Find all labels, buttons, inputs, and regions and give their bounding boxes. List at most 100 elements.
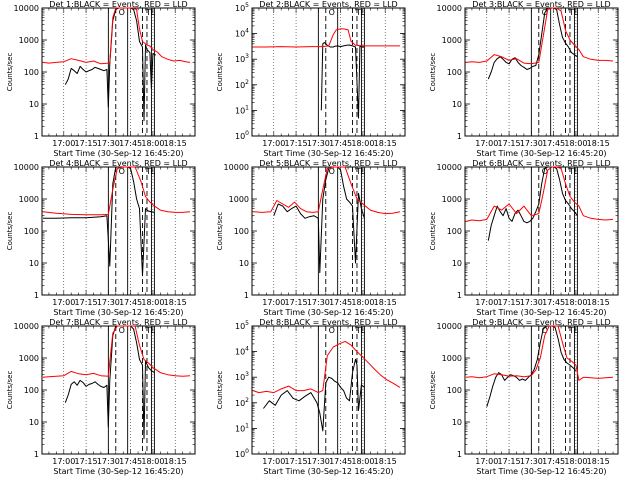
y-axis-label: Counts/sec [6,212,14,251]
x-tick-label: 17:15 [285,298,308,307]
x-tick-label: 17:30 [520,457,543,466]
y-tick-label: 10000 [437,322,462,331]
y-axis-label: Counts/sec [429,53,437,92]
x-tick-label: 18:00 [351,139,374,148]
x-tick-label: 17:15 [285,457,308,466]
y-tick-label: 1 [34,291,39,300]
x-tick-label: 17:00 [475,457,498,466]
lld-series-line [465,7,614,65]
y-tick-label: 10 [239,259,249,268]
x-tick-label: 18:15 [164,457,187,466]
event-marker-label: T [568,8,574,17]
x-tick-label: 18:00 [141,298,164,307]
y-tick-label: 1 [457,132,462,141]
x-tick-label: 17:00 [52,457,75,466]
x-tick-label: 17:45 [329,298,352,307]
event-marker-label: T [568,326,574,335]
event-marker-label: O [119,8,125,17]
detector-panel-5: 1 10 100 1000 10000 17:00 17:15 17:30 17:45 18:00… [216,159,406,317]
y-tick-label: 1 [457,450,462,459]
x-tick-label: 17:15 [498,457,521,466]
y-tick-label: 100 [235,448,249,459]
lld-series-line [42,325,191,378]
x-tick-label: 17:45 [329,457,352,466]
x-axis-label: Start Time (30-Sep-12 16:45:20) [53,308,183,317]
y-tick-label: 1 [34,132,39,141]
y-tick-label: 10000 [14,163,39,172]
detector-panel-9: 1 10 100 1000 10000 17:00 17:15 17:30 17:45 18:00… [429,318,619,476]
x-tick-label: 17:45 [542,298,565,307]
x-tick-label: 17:30 [97,457,120,466]
lld-series-line [252,340,401,394]
event-marker-label: L [151,8,156,17]
y-tick-label: 104 [235,28,249,39]
y-tick-label: 1000 [442,354,462,363]
y-axis-label: Counts/sec [6,53,14,92]
x-tick-label: 18:00 [564,298,587,307]
x-tick-label: 18:15 [374,457,397,466]
y-tick-label: 10000 [14,4,39,13]
x-tick-label: 17:30 [520,298,543,307]
y-tick-label: 10 [452,259,462,268]
y-axis-label: Counts/sec [216,371,224,410]
y-tick-label: 103 [235,371,249,382]
event-marker-label: T [355,326,361,335]
y-tick-label: 101 [235,104,249,115]
event-marker-label: O [119,167,125,176]
y-tick-label: 1000 [229,195,249,204]
event-marker-label: T [568,167,574,176]
event-marker-label: L [574,326,579,335]
y-tick-label: 100 [447,227,462,236]
y-tick-label: 100 [24,68,39,77]
x-axis-label: Start Time (30-Sep-12 16:45:20) [476,308,606,317]
detector-panel-4: 1 10 100 1000 10000 17:00 17:15 17:30 17:45 18:00… [6,159,196,317]
detector-panel-3: 1 10 100 1000 10000 17:00 17:15 17:30 17:45 18:00… [429,0,619,158]
event-marker-label: O [542,326,548,335]
y-axis-label: Counts/sec [216,212,224,251]
x-axis-label: Start Time (30-Sep-12 16:45:20) [53,467,183,476]
x-tick-label: 17:30 [307,298,330,307]
event-marker-label: L [361,167,366,176]
panel-title: Det 2:BLACK = Events, RED = LLD [259,0,397,9]
y-tick-label: 1 [244,291,249,300]
x-tick-label: 17:15 [498,298,521,307]
y-tick-label: 103 [235,53,249,64]
y-tick-label: 1000 [19,354,39,363]
y-axis-label: Counts/sec [429,371,437,410]
event-marker-label: O [329,8,335,17]
x-tick-label: 17:45 [119,457,142,466]
lld-series-line [42,7,191,65]
x-tick-label: 17:30 [307,457,330,466]
y-tick-label: 100 [235,130,249,141]
x-tick-label: 17:45 [119,298,142,307]
lld-series-line [252,166,401,215]
y-tick-label: 10000 [437,163,462,172]
panel-title: Det 9:BLACK = Events, RED = LLD [472,318,610,327]
y-tick-label: 100 [24,227,39,236]
event-marker-label: L [151,326,156,335]
y-tick-label: 1 [457,291,462,300]
x-tick-label: 17:00 [52,139,75,148]
x-tick-label: 17:00 [475,139,498,148]
lld-series-line [465,166,614,222]
event-marker-label: O [119,326,125,335]
x-tick-label: 18:15 [164,298,187,307]
event-marker-label: L [361,326,366,335]
x-tick-label: 18:15 [587,298,610,307]
plot-frame [251,7,406,137]
y-tick-label: 10 [29,100,39,109]
y-tick-label: 105 [235,2,249,13]
panel-title: Det 1:BLACK = Events, RED = LLD [49,0,187,9]
x-axis-label: Start Time (30-Sep-12 16:45:20) [53,149,183,158]
x-axis-label: Start Time (30-Sep-12 16:45:20) [263,467,393,476]
event-marker-label: O [542,167,548,176]
y-tick-label: 100 [234,227,249,236]
detector-panel-7: 1 10 100 1000 10000 17:00 17:15 17:30 17:45 18:00… [6,318,196,476]
x-tick-label: 18:00 [564,139,587,148]
x-tick-label: 17:45 [329,139,352,148]
x-tick-label: 17:30 [307,139,330,148]
panel-title: Det 6:BLACK = Events, RED = LLD [472,159,610,168]
x-tick-label: 18:00 [141,457,164,466]
